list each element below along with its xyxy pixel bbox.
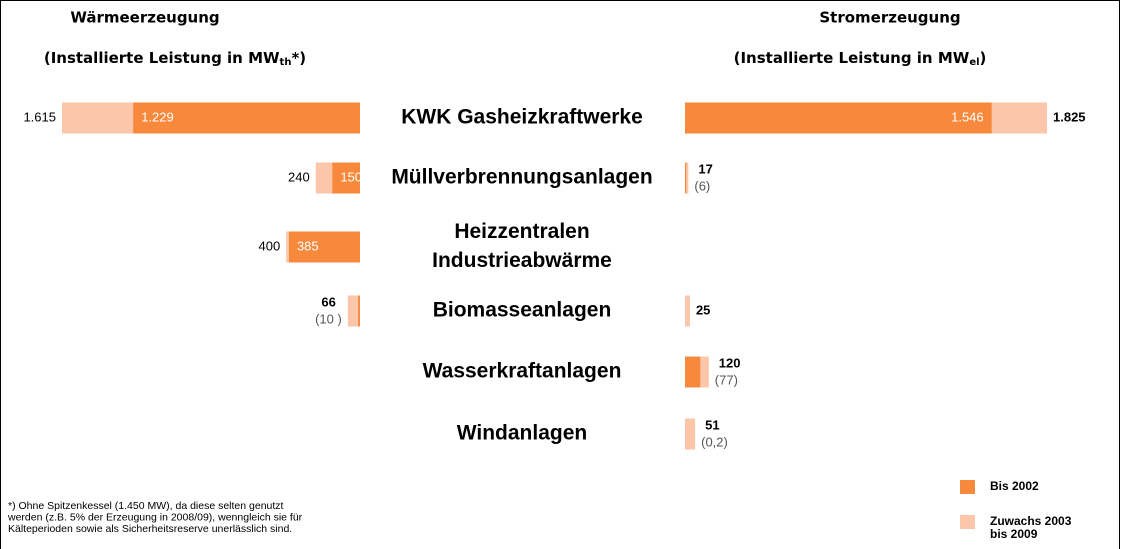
bar-base: [685, 102, 992, 134]
total-label: 17: [698, 161, 712, 176]
legend-swatch: [960, 515, 975, 529]
category-label: KWK Gasheizkraftwerke: [401, 106, 643, 129]
panel-title: Wärmeerzeugung: [70, 9, 219, 27]
total-label: 25: [696, 302, 710, 317]
category-label: Heizzentralen: [454, 220, 589, 243]
total-label: 400: [258, 238, 280, 253]
base-label: (6): [694, 178, 710, 193]
legend-label: Bis 2002: [990, 479, 1039, 493]
base-label: 1.229: [141, 109, 174, 124]
panel-title: Stromerzeugung: [819, 9, 960, 27]
subtitle-part: (Installierte Leistung in MW: [44, 49, 280, 67]
base-label: (0,2): [701, 434, 728, 449]
base-label: 385: [297, 238, 319, 253]
base-label: 150: [340, 169, 362, 184]
bar-base: [358, 295, 360, 327]
bar-total: [685, 295, 690, 327]
category-label: Windanlagen: [457, 422, 587, 445]
total-label: 51: [705, 417, 719, 432]
bar-base: [685, 356, 701, 388]
bar-base: [332, 162, 360, 194]
bar-base: [133, 102, 360, 134]
legend-label: bis 2009: [990, 527, 1038, 541]
legend-label: Zuwachs 2003: [990, 514, 1072, 528]
panel-subtitle: (Installierte Leistung in MWel): [734, 49, 987, 69]
category-label: Industrieabwärme: [432, 249, 612, 272]
panel-subtitle: (Installierte Leistung in MWth*): [44, 49, 306, 69]
subtitle-part: ): [980, 49, 987, 67]
bar-total: [685, 162, 689, 194]
total-label: 1.615: [23, 109, 56, 124]
category-label: Müllverbrennungsanlagen: [391, 166, 652, 189]
bar-total: [347, 295, 360, 327]
subtitle-part: el: [969, 57, 979, 68]
base-label: 1.546: [951, 109, 984, 124]
bar-base: [685, 162, 687, 194]
base-label: (77): [715, 372, 738, 387]
category-label: Wasserkraftanlagen: [423, 360, 622, 383]
total-label: 240: [288, 169, 310, 184]
subtitle-part: th: [280, 57, 292, 68]
total-label: 66: [321, 294, 335, 309]
base-label: (10 ): [315, 311, 342, 326]
bar-base: [288, 231, 360, 263]
total-label: 120: [719, 355, 741, 370]
subtitle-part: *): [291, 49, 306, 67]
total-label: 1.825: [1053, 109, 1086, 124]
legend-swatch: [960, 480, 975, 494]
footnote: *) Ohne Spitzenkessel (1.450 MW), da die…: [8, 500, 284, 512]
subtitle-part: (Installierte Leistung in MW: [734, 49, 970, 67]
footnote: werden (z.B. 5% der Erzeugung in 2008/09…: [7, 511, 303, 523]
footnote: Kälteperioden sowie als Sicherheitsreser…: [8, 523, 292, 535]
category-label: Biomasseanlagen: [433, 299, 612, 322]
bar-total: [685, 418, 696, 450]
